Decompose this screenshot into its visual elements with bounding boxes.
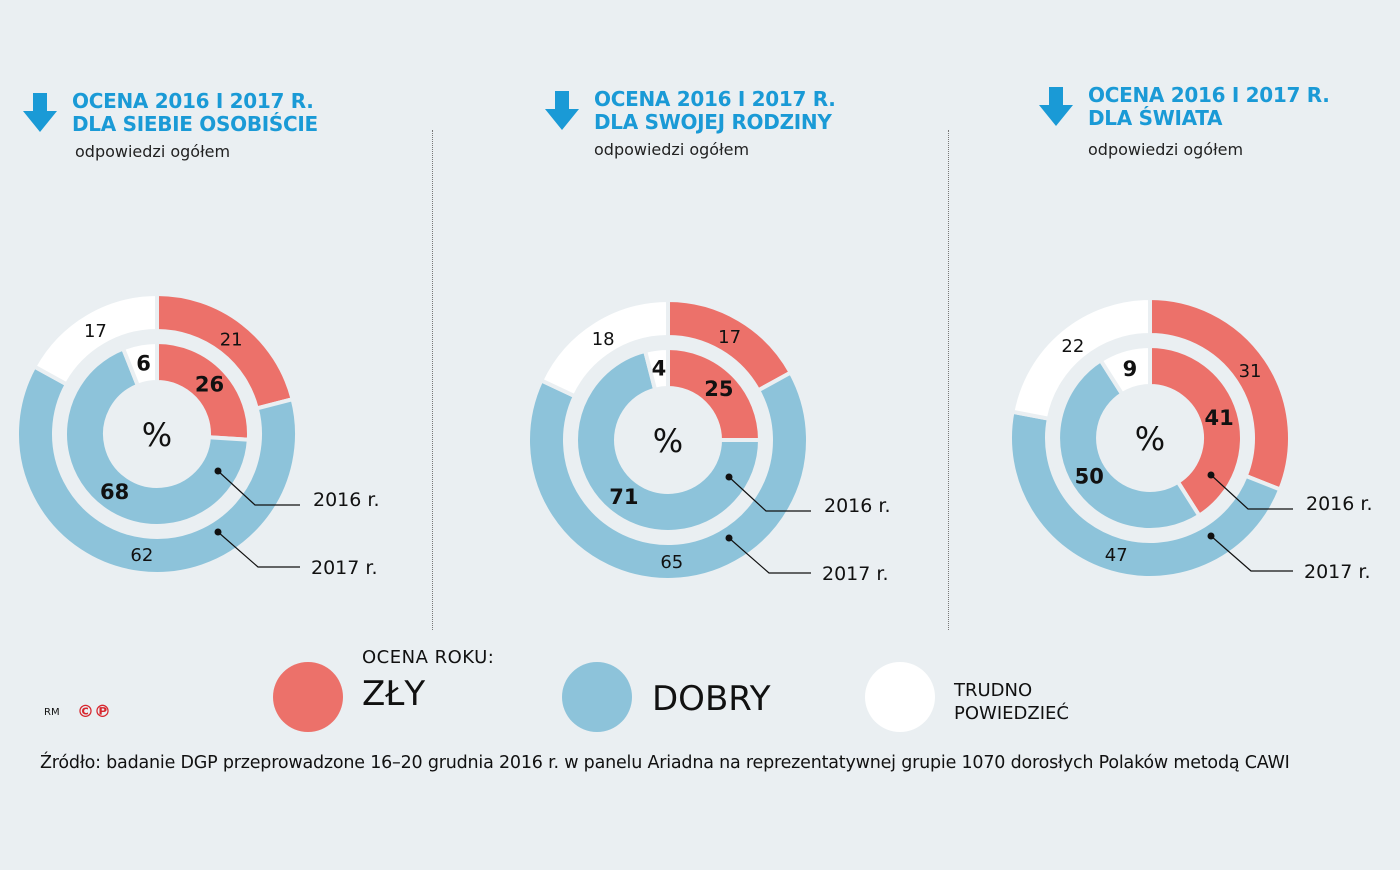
- chart-1-outer-slice-dobry: [15, 363, 299, 576]
- chart-2-inner-slice-dobry: [574, 348, 763, 534]
- chart-3-outer-label-zly: 31: [1239, 361, 1262, 382]
- chart-2-outer-label-dobry: 65: [660, 552, 683, 573]
- separator: [948, 130, 949, 630]
- author-initials: RM: [44, 707, 60, 718]
- chart-3-inner-slice-zly: [1148, 343, 1244, 519]
- chart-2-header: OCENA 2016 I 2017 R. DLA SWOJEJ RODZINY …: [594, 87, 836, 160]
- chart-3-inner-slice-dobry: [1056, 357, 1203, 532]
- chart-1-center-label: %: [142, 416, 172, 454]
- chart-1-outer-label-zly: 21: [220, 329, 243, 350]
- chart-1-outer-label-trudno: 17: [84, 321, 107, 342]
- legend-label-trudno-line-1: TRUDNO: [954, 680, 1033, 701]
- chart-1-header: OCENA 2016 I 2017 R. DLA SIEBIE OSOBIŚCI…: [72, 89, 318, 162]
- chart-3-title-line-1: OCENA 2016 I 2017 R.: [1088, 83, 1330, 107]
- chart-1-outer-label-dobry: 62: [130, 545, 153, 566]
- legend-swatch-zly: [273, 662, 343, 732]
- chart-2-inner-leader-line: [728, 476, 811, 512]
- chart-2-inner-label-dobry: 71: [609, 485, 638, 509]
- chart-3-inner-label-dobry: 50: [1075, 465, 1104, 489]
- chart-3-title-line-2: DLA ŚWIATA: [1088, 106, 1223, 130]
- legend-label-dobry: DOBRY: [652, 679, 771, 719]
- chart-1-inner-leader-line: [217, 470, 300, 506]
- arrow-down-icon: [20, 93, 60, 137]
- chart-3-series-label-inner: 2016 r.: [1306, 493, 1373, 515]
- chart-3-outer-leader-line: [1210, 535, 1293, 572]
- chart-3-outer-label-dobry: 47: [1105, 545, 1128, 566]
- chart-3-inner-label-zly: 41: [1205, 406, 1234, 430]
- chart-3-inner-leader-line: [1210, 474, 1293, 510]
- chart-3-subtitle: odpowiedzi ogółem: [1088, 140, 1244, 159]
- chart-3-inner-slice-trudno: [1097, 343, 1152, 397]
- copyright-marks: ©℗: [77, 702, 111, 722]
- chart-1-inner-slice-trudno: [120, 339, 159, 389]
- chart-1-series-label-outer: 2017 r.: [311, 557, 378, 579]
- source-note: Źródło: badanie DGP przeprowadzone 16–20…: [40, 753, 1290, 773]
- legend-label-trudno-line-2: POWIEDZIEĆ: [954, 703, 1069, 724]
- chart-2-inner-label-trudno: 4: [652, 357, 667, 381]
- chart-3-series-label-outer: 2017 r.: [1304, 561, 1371, 583]
- chart-2-inner-slice-trudno: [642, 345, 670, 393]
- chart-2-subtitle: odpowiedzi ogółem: [594, 140, 750, 159]
- chart-2-series-label-outer: 2017 r.: [822, 563, 889, 585]
- chart-3-header: OCENA 2016 I 2017 R. DLA ŚWIATA odpowied…: [1088, 83, 1330, 160]
- chart-2-inner-label-zly: 25: [704, 377, 733, 401]
- chart-2-outer-leader-line: [728, 537, 811, 574]
- chart-2-outer-label-zly: 17: [718, 327, 741, 348]
- chart-2-title-line-1: OCENA 2016 I 2017 R.: [594, 87, 836, 111]
- chart-1-inner-label-zly: 26: [195, 373, 224, 397]
- chart-3-outer-label-trudno: 22: [1061, 336, 1084, 357]
- legend-label-zly: ZŁY: [362, 674, 426, 714]
- chart-2-outer-slice-trudno: [538, 297, 670, 399]
- chart-1-series-label-inner: 2016 r.: [313, 489, 380, 511]
- chart-1-inner-slice-dobry: [63, 345, 251, 528]
- legend-title: OCENA ROKU:: [362, 647, 495, 668]
- chart-1-subtitle: odpowiedzi ogółem: [75, 142, 231, 161]
- chart-1-outer-leader-line: [217, 531, 300, 568]
- chart-1-title-line-2: DLA SIEBIE OSOBIŚCIE: [72, 112, 318, 136]
- chart-3-outer-slice-trudno: [1010, 295, 1152, 422]
- chart-1-inner-label-trudno: 6: [136, 351, 151, 375]
- legend-swatch-dobry: [562, 662, 632, 732]
- arrow-down-icon: [1036, 87, 1076, 131]
- chart-3-center-label: %: [1135, 420, 1165, 458]
- chart-2-series-label-inner: 2016 r.: [824, 495, 891, 517]
- chart-2-outer-slice-dobry: [526, 369, 810, 582]
- chart-1-outer-slice-trudno: [31, 291, 159, 388]
- chart-2-outer-label-trudno: 18: [592, 329, 615, 350]
- legend-label-trudno: TRUDNO POWIEDZIEĆ: [954, 679, 1069, 725]
- arrow-down-icon: [542, 91, 582, 135]
- legend-swatch-trudno: [865, 662, 935, 732]
- chart-2-center-label: %: [653, 422, 683, 460]
- chart-2-title-line-2: DLA SWOJEJ RODZINY: [594, 110, 832, 134]
- separator: [432, 130, 433, 630]
- chart-3-inner-label-trudno: 9: [1123, 357, 1138, 381]
- chart-2-inner-slice-zly: [666, 345, 763, 442]
- chart-1-title-line-1: OCENA 2016 I 2017 R.: [72, 89, 314, 113]
- chart-1-inner-label-dobry: 68: [100, 480, 129, 504]
